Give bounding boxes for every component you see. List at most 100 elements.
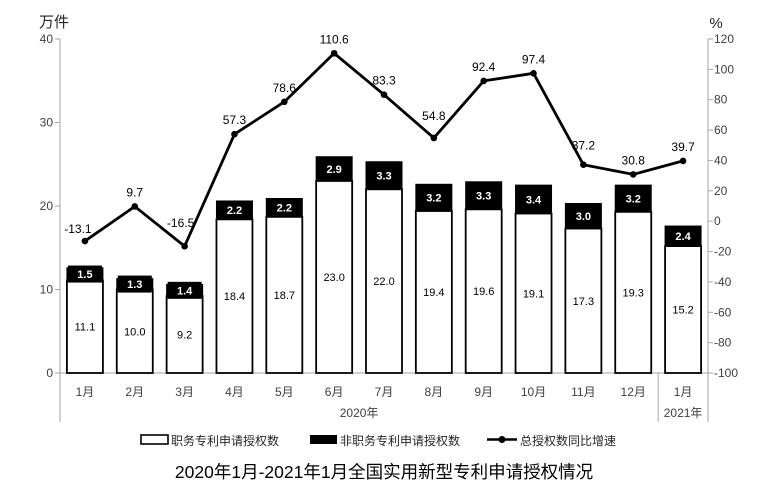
bar-nonservice-value-label: 2.2 bbox=[227, 205, 242, 217]
growth-line-point bbox=[231, 130, 238, 138]
legend-swatch-nonservice-bar-icon bbox=[310, 435, 337, 444]
bar-service-segment bbox=[464, 208, 503, 374]
category-label: 11月 bbox=[571, 385, 595, 399]
growth-line-value-label: 39.7 bbox=[671, 140, 695, 154]
bar-service-value-label: 18.4 bbox=[224, 291, 245, 303]
right-axis-tick-label: -80 bbox=[714, 336, 732, 350]
left-axis-tick-label: 10 bbox=[40, 283, 54, 297]
left-axis-tick-label: 40 bbox=[40, 32, 54, 46]
left-axis-unit-label: 万件 bbox=[39, 14, 69, 31]
bar-service-segment bbox=[315, 180, 354, 374]
left-axis-tick-label: 20 bbox=[40, 199, 54, 213]
legend-swatch-service-bar-icon bbox=[140, 434, 169, 445]
bar-service-segment bbox=[365, 188, 403, 374]
bar-service-value-label: 23.0 bbox=[323, 272, 344, 284]
bar-service-value-label: 18.7 bbox=[274, 290, 295, 302]
bar-service-segment bbox=[265, 215, 304, 374]
right-axis-unit-label: % bbox=[709, 15, 722, 32]
bar-service-value-label: 10.0 bbox=[124, 326, 145, 338]
bar-nonservice-value-label: 3.4 bbox=[526, 194, 542, 206]
legend-label-service-bar: 职务专利申请授权数 bbox=[171, 433, 279, 448]
bar-service-segment bbox=[115, 288, 154, 374]
bar-service-value-label: 19.3 bbox=[623, 287, 644, 299]
plot-area: 2020年 2021年 0 10 20 30 40 120 100 80 60 40 20 0 -20 -40… bbox=[40, 32, 738, 422]
legend-label-growth-line: 总授权数同比增速 bbox=[520, 433, 616, 448]
bar-service-value-label: 11.1 bbox=[75, 322, 96, 334]
category-label: 8月 bbox=[425, 385, 444, 399]
growth-line-value-label: -13.1 bbox=[64, 222, 92, 236]
growth-line-point bbox=[530, 70, 537, 77]
growth-line-value-label: 30.8 bbox=[622, 153, 646, 167]
category-label: 10月 bbox=[521, 385, 546, 399]
bar-nonservice-value-label: 1.3 bbox=[127, 279, 142, 291]
bar-nonservice-value-label: 3.3 bbox=[476, 191, 491, 203]
growth-line-point bbox=[480, 77, 487, 85]
bar-service-value-label: 17.3 bbox=[573, 296, 594, 308]
category-group-label: 2020年 bbox=[340, 406, 379, 420]
bar-service-value-label: 19.6 bbox=[473, 286, 494, 298]
legend-swatch-growth-line-marker-icon bbox=[498, 436, 506, 443]
growth-line-point bbox=[81, 237, 89, 245]
bar-nonservice-label-box bbox=[616, 189, 651, 207]
bar-nonservice-label-box bbox=[466, 187, 501, 205]
category-label: 2月 bbox=[125, 385, 144, 399]
right-axis-tick-label: -100 bbox=[714, 366, 738, 380]
bar-service-segment bbox=[165, 295, 204, 374]
right-axis-tick-label: 100 bbox=[714, 62, 734, 76]
left-axis-tick-label: 0 bbox=[46, 366, 53, 380]
growth-line-point bbox=[181, 242, 188, 250]
bar-nonservice-label-box bbox=[666, 227, 701, 245]
category-label: 6月 bbox=[325, 385, 344, 399]
right-axis-tick-label: -40 bbox=[714, 275, 732, 289]
right-axis-tick-label: 120 bbox=[714, 32, 734, 46]
bar-nonservice-value-label: 3.2 bbox=[626, 193, 641, 205]
growth-line-value-label: 37.2 bbox=[572, 139, 596, 153]
growth-line-value-label: 110.6 bbox=[320, 32, 349, 46]
growth-line-point bbox=[330, 49, 338, 57]
growth-line-point bbox=[281, 98, 288, 106]
growth-line-value-label: 54.8 bbox=[422, 109, 446, 123]
right-axis-tick-label: 60 bbox=[714, 123, 728, 137]
category-label: 5月 bbox=[275, 385, 294, 399]
bar-nonservice-value-label: 2.2 bbox=[277, 203, 292, 215]
left-axis-tick-label: 30 bbox=[40, 116, 54, 130]
category-label: 1月 bbox=[674, 385, 693, 399]
growth-line-value-label: 97.4 bbox=[522, 52, 546, 66]
growth-line-value-label: 9.7 bbox=[126, 185, 143, 199]
legend: 职务专利申请授权数 非职务专利申请授权数 总授权数同比增速 bbox=[140, 433, 616, 448]
category-label: 9月 bbox=[474, 385, 493, 399]
bar-nonservice-label-box bbox=[516, 190, 551, 208]
right-axis-tick-label: 0 bbox=[714, 214, 721, 228]
category-label: 7月 bbox=[375, 385, 394, 399]
bar-nonservice-label-box bbox=[117, 275, 152, 293]
category-label: 3月 bbox=[175, 385, 194, 399]
growth-line-point bbox=[580, 161, 587, 169]
bar-service-value-label: 15.2 bbox=[672, 305, 693, 317]
bar-nonservice-label-box bbox=[416, 189, 451, 207]
right-axis-tick-label: 40 bbox=[714, 153, 728, 167]
bar-service-value-label: 19.1 bbox=[523, 288, 544, 300]
category-label: 4月 bbox=[225, 385, 244, 399]
bar-service-segment bbox=[414, 210, 453, 374]
bar-nonservice-value-label: 2.4 bbox=[675, 231, 691, 243]
growth-line-point bbox=[131, 203, 139, 210]
growth-line-value-label: 57.3 bbox=[223, 113, 247, 127]
growth-line-point bbox=[679, 157, 687, 165]
bar-nonservice-label-box bbox=[267, 199, 302, 217]
bar-nonservice-value-label: 2.9 bbox=[327, 164, 342, 176]
bar-nonservice-value-label: 3.3 bbox=[376, 171, 391, 183]
growth-line-value-label: 83.3 bbox=[372, 74, 396, 88]
bar-nonservice-value-label: 3.2 bbox=[426, 193, 441, 205]
right-axis-tick-label: 80 bbox=[714, 93, 728, 107]
category-label: 12月 bbox=[621, 385, 646, 399]
category-label: 1月 bbox=[76, 385, 95, 399]
growth-line-value-label: -16.5 bbox=[167, 216, 195, 230]
bar-nonservice-label-box bbox=[67, 265, 102, 283]
bar-service-value-label: 19.4 bbox=[423, 287, 444, 299]
right-axis-tick-label: 20 bbox=[714, 184, 728, 198]
bar-nonservice-value-label: 1.5 bbox=[77, 269, 92, 281]
bar-nonservice-label-box bbox=[367, 167, 401, 185]
growth-line-point bbox=[380, 91, 388, 99]
